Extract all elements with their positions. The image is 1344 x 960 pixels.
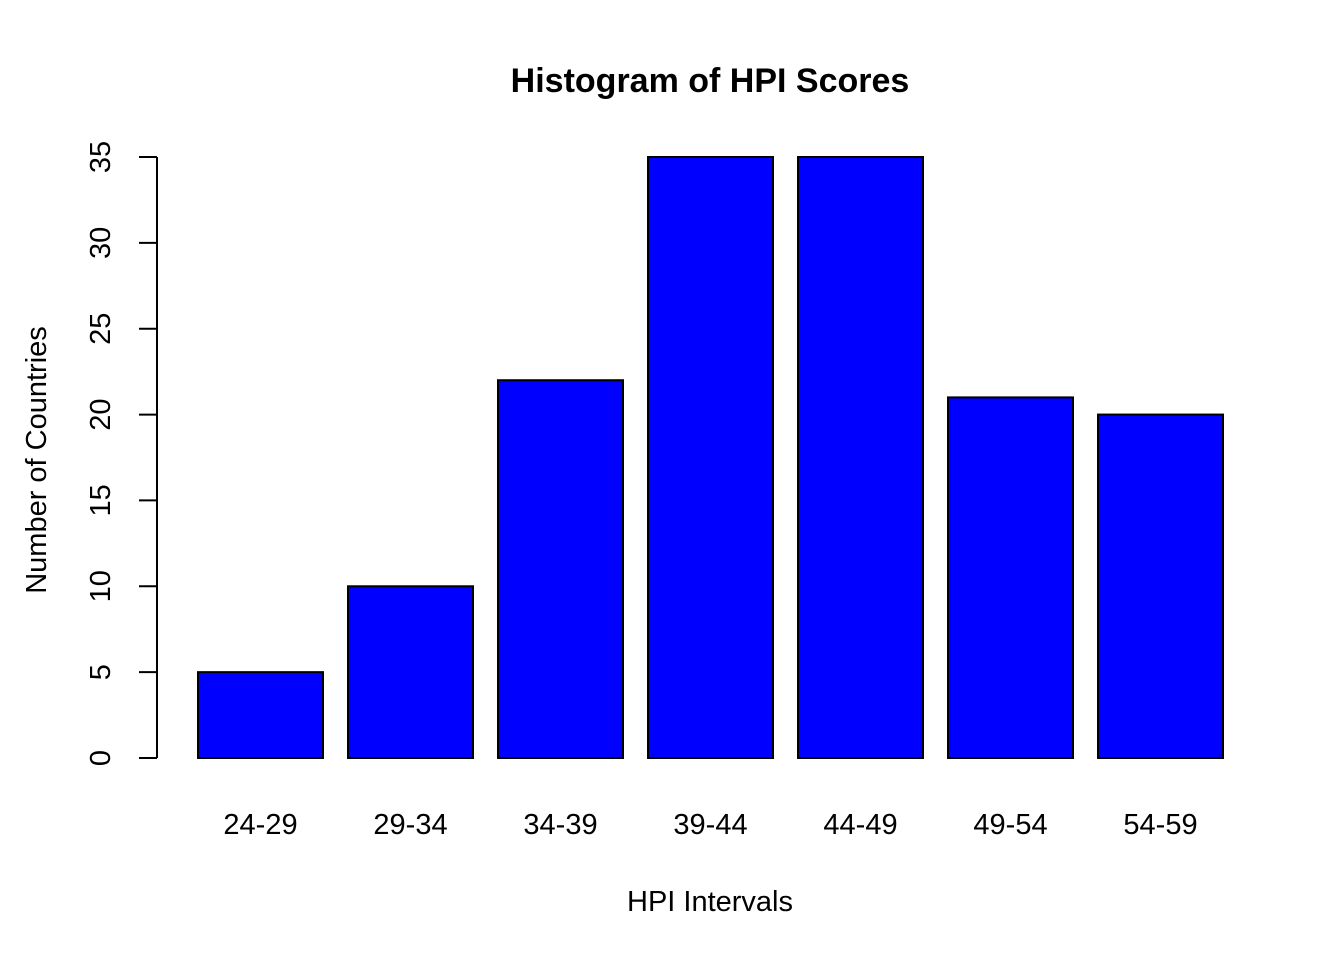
y-axis-title: Number of Countries — [21, 326, 53, 594]
y-tick-label: 20 — [85, 398, 117, 430]
bar — [647, 156, 774, 759]
chart-title: Histogram of HPI Scores — [511, 62, 910, 100]
x-axis-title: HPI Intervals — [627, 886, 793, 918]
y-tick-label: 15 — [85, 484, 117, 516]
x-axis-tick-labels: 24-29 29-34 34-39 39-44 44-49 49-54 54-59 — [223, 809, 1197, 841]
x-tick-label: 49-54 — [973, 809, 1047, 841]
y-tick-label: 35 — [85, 141, 117, 173]
bar — [347, 585, 474, 759]
x-tick-label: 29-34 — [373, 809, 447, 841]
x-tick-label: 39-44 — [673, 809, 747, 841]
y-tick-label: 5 — [85, 664, 117, 680]
bar — [797, 156, 924, 759]
y-tick-label: 30 — [85, 227, 117, 259]
x-tick-label: 54-59 — [1123, 809, 1197, 841]
x-tick-label: 24-29 — [223, 809, 297, 841]
x-tick-label: 44-49 — [823, 809, 897, 841]
y-tick-label: 10 — [85, 570, 117, 602]
y-axis: 0 5 10 15 20 25 30 35 — [85, 141, 158, 766]
bar — [947, 396, 1074, 759]
y-tick-label: 25 — [85, 313, 117, 345]
bar — [1097, 413, 1224, 759]
y-tick-label: 0 — [85, 750, 117, 766]
bar — [197, 671, 324, 760]
bars — [197, 156, 1224, 760]
bar — [497, 379, 624, 759]
x-tick-label: 34-39 — [523, 809, 597, 841]
